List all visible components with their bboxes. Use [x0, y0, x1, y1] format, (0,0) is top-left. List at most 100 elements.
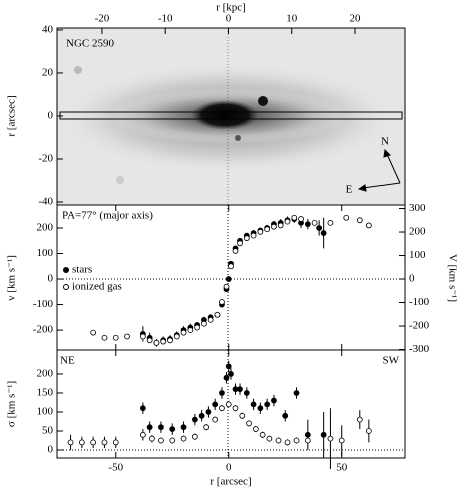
- data-point: [291, 214, 298, 221]
- data-point: [264, 401, 271, 408]
- x-tick-label: 50: [336, 462, 348, 474]
- data-point: [264, 226, 271, 233]
- data-point: [169, 426, 176, 432]
- data-point: [365, 222, 372, 229]
- data-point: [243, 390, 250, 396]
- annotation: SW: [383, 355, 400, 367]
- data-point: [327, 219, 334, 226]
- legend-label: ionized gas: [72, 281, 122, 293]
- y-tick-label: 150: [37, 387, 54, 399]
- data-point: [167, 337, 173, 344]
- data-point: [228, 263, 234, 270]
- data-point: [205, 409, 212, 415]
- y-axis-label: r [arcsec]: [6, 95, 18, 136]
- data-point: [225, 401, 232, 408]
- data-point: [365, 428, 372, 434]
- y-tick-label: -40: [38, 196, 53, 208]
- x-tick-label: -20: [95, 13, 110, 25]
- y-tick-label: -200: [33, 324, 54, 336]
- annotation: NE: [60, 355, 75, 367]
- compass: [357, 148, 401, 192]
- galaxy-image: [57, 28, 405, 205]
- data-point: [187, 327, 194, 333]
- y-tick-label: 0: [48, 109, 54, 121]
- data-point: [304, 221, 311, 228]
- data-point: [200, 320, 207, 327]
- data-point: [225, 276, 232, 282]
- data-point: [78, 439, 85, 446]
- data-point: [223, 374, 230, 381]
- data-point: [232, 405, 239, 412]
- data-point: [194, 324, 201, 331]
- data-point: [191, 416, 198, 423]
- annotation: PA=77° (major axis): [62, 210, 153, 222]
- data-point: [198, 412, 205, 419]
- y-tick-label: 0: [48, 444, 54, 456]
- data-point: [343, 214, 350, 221]
- y-tick-label: -100: [33, 298, 54, 310]
- data-point: [259, 431, 266, 438]
- data-point: [293, 437, 300, 444]
- data-point: [237, 240, 243, 247]
- x-axis-label: r [arcsec]: [210, 476, 251, 488]
- y2-tick-label: -300: [409, 343, 430, 355]
- legend-label: stars: [72, 264, 92, 276]
- data-point: [146, 337, 153, 344]
- data-point: [232, 248, 239, 254]
- panel-title: NGC 2590: [66, 38, 114, 50]
- data-point: [101, 334, 108, 341]
- x-tick-label: 0: [226, 462, 232, 474]
- data-point: [243, 235, 250, 242]
- data-point: [246, 420, 252, 427]
- data-point: [90, 439, 97, 446]
- data-point: [169, 437, 176, 444]
- x-tick-label: -50: [108, 462, 123, 474]
- data-point: [252, 426, 259, 432]
- y-tick-label: 200: [37, 222, 54, 234]
- y-tick-label: 100: [37, 406, 54, 418]
- x-axis-label: r [kpc]: [216, 2, 246, 14]
- annotation: N: [381, 136, 389, 148]
- data-point: [271, 223, 277, 230]
- y2-tick-label: 200: [409, 226, 426, 238]
- data-point: [207, 316, 214, 323]
- x-tick-label: -10: [158, 13, 173, 25]
- data-point: [219, 405, 225, 412]
- data-point: [275, 437, 282, 444]
- data-point: [250, 232, 257, 239]
- data-point: [304, 437, 311, 444]
- y-tick-label: 50: [42, 425, 54, 437]
- y-axis-label: v [km s⁻¹]: [6, 255, 18, 301]
- data-point: [311, 219, 318, 226]
- data-point: [356, 217, 363, 224]
- data-point: [284, 439, 291, 446]
- x-tick-label: 0: [226, 13, 232, 25]
- y-tick-label: 40: [42, 23, 54, 35]
- data-point: [228, 371, 234, 377]
- y2-tick-label: 100: [409, 249, 426, 261]
- data-point: [356, 416, 363, 423]
- data-point: [124, 333, 130, 340]
- y-axis-label: σ [km s⁻¹]: [6, 381, 18, 427]
- y2-tick-label: -200: [409, 320, 430, 332]
- data-point: [239, 412, 246, 419]
- y2-tick-label: 300: [409, 202, 426, 214]
- data-point: [139, 333, 146, 340]
- data-point: [219, 299, 225, 305]
- y2-tick-label: 0: [409, 273, 415, 285]
- data-point: [149, 435, 155, 442]
- data-point: [139, 405, 146, 412]
- data-point: [219, 390, 225, 396]
- data-point: [146, 424, 153, 431]
- data-point: [160, 338, 167, 345]
- data-point: [158, 437, 164, 444]
- data-point: [223, 283, 230, 290]
- data-point: [67, 439, 74, 446]
- data-point: [257, 228, 264, 235]
- x-tick-label: 20: [350, 13, 362, 25]
- data-point: [112, 334, 119, 341]
- data-point: [316, 225, 323, 231]
- data-point: [266, 435, 273, 442]
